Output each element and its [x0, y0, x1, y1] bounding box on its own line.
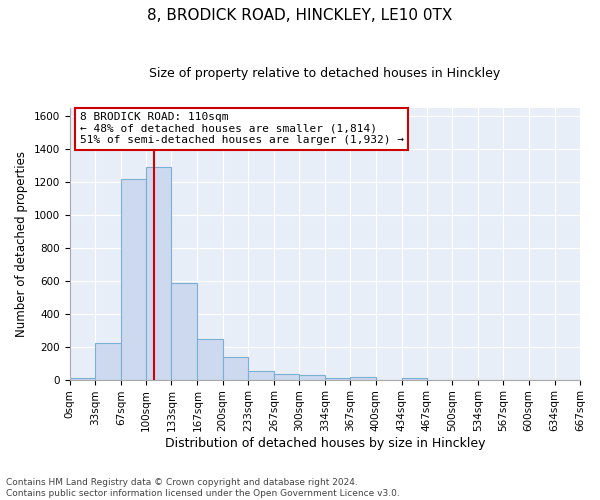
- Bar: [197, 340, 223, 380]
- Title: Size of property relative to detached houses in Hinckley: Size of property relative to detached ho…: [149, 68, 500, 80]
- Bar: [248, 370, 274, 380]
- Bar: [350, 377, 376, 380]
- Bar: [299, 376, 325, 380]
- Bar: [70, 378, 95, 380]
- Text: Contains HM Land Registry data © Crown copyright and database right 2024.
Contai: Contains HM Land Registry data © Crown c…: [6, 478, 400, 498]
- X-axis label: Distribution of detached houses by size in Hinckley: Distribution of detached houses by size …: [164, 437, 485, 450]
- Y-axis label: Number of detached properties: Number of detached properties: [15, 151, 28, 337]
- Bar: [274, 374, 299, 380]
- Text: 8, BRODICK ROAD, HINCKLEY, LE10 0TX: 8, BRODICK ROAD, HINCKLEY, LE10 0TX: [148, 8, 452, 22]
- Bar: [172, 282, 197, 380]
- Bar: [325, 378, 350, 380]
- Bar: [95, 344, 121, 380]
- Bar: [223, 356, 248, 380]
- Bar: [401, 378, 427, 380]
- Bar: [146, 168, 172, 380]
- Bar: [121, 179, 146, 380]
- Text: 8 BRODICK ROAD: 110sqm
← 48% of detached houses are smaller (1,814)
51% of semi-: 8 BRODICK ROAD: 110sqm ← 48% of detached…: [80, 112, 404, 146]
